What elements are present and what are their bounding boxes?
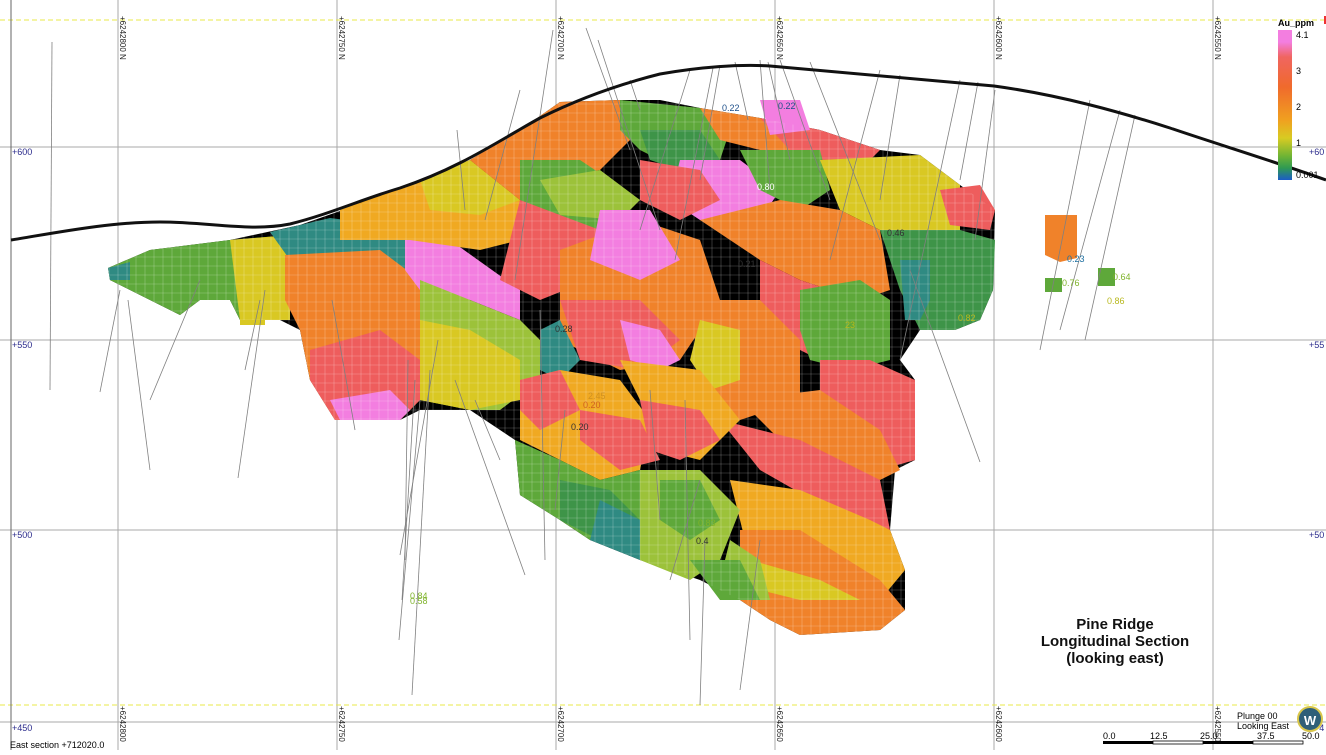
topography-line [10, 63, 1326, 242]
northing-label: +6242550 N [1213, 16, 1222, 60]
northing-label: +6242700 N [556, 16, 565, 60]
assay-label: 0.21 [738, 259, 756, 269]
northing-label: +6242700 [556, 706, 565, 742]
title-line: (looking east) [1066, 650, 1164, 667]
legend-tick: 2 [1296, 102, 1302, 112]
assay-label: 0.20 [571, 422, 589, 432]
elevation-label: +500 [12, 530, 32, 540]
assay-label: 0.20 [583, 400, 601, 410]
legend-color-ramp [1278, 30, 1292, 180]
legend-tick: 3 [1296, 66, 1302, 76]
title-line: Pine Ridge [1076, 616, 1154, 633]
legend-tick: 0.001 [1296, 170, 1319, 180]
assay-label: 0.23 [1067, 254, 1085, 264]
scale-bar: 0.0 12.5 25.0 37.5 50.0 [1103, 731, 1320, 745]
section-title: Pine Ridge Longitudinal Section (looking… [1040, 616, 1190, 667]
assay-label: 0.22 [778, 101, 796, 111]
section-label: East section +712020.0 [10, 740, 105, 750]
assay-label: 0.82 [958, 313, 976, 323]
assay-label: 0.22 [722, 103, 740, 113]
scale-label: 0.0 [1103, 731, 1116, 741]
northing-label: +6242800 [118, 706, 127, 742]
elevation-label: +60 [1309, 147, 1324, 157]
drillholes [49, 27, 1136, 706]
au-legend[interactable]: Au_ppm 4.1 3 2 1 0.001 [1276, 16, 1326, 183]
assay-label: 2.45 [588, 391, 606, 401]
assay-labels: 0.22 0.22 0.21 0.46 0.23 0.64 0.76 0.86 … [410, 101, 1131, 606]
looking-text: Looking East [1237, 721, 1290, 731]
scale-label: 12.5 [1150, 731, 1168, 741]
elevation-label: +600 [12, 147, 32, 157]
northing-label: +6242750 N [337, 16, 346, 60]
view-orientation: Plunge 00 Looking East [1237, 711, 1289, 731]
assay-label: 0.46 [887, 228, 905, 238]
block-grid [108, 100, 995, 635]
elevation-label: +55 [1309, 340, 1324, 350]
block-model [108, 100, 1115, 635]
close-icon[interactable] [1324, 16, 1326, 24]
northing-label: +6242550 [1213, 706, 1222, 742]
scale-label: 25.0 [1200, 731, 1218, 741]
legend-tick: 4.1 [1296, 30, 1309, 40]
title-line: Longitudinal Section [1040, 633, 1190, 650]
northing-label: +6242750 [337, 706, 346, 742]
legend-title: Au_ppm [1278, 18, 1314, 28]
assay-label: 0.4 [696, 536, 709, 546]
northing-labels-top: +6242800 N +6242750 N +6242700 N +624265… [118, 16, 1222, 60]
assay-label: 0.76 [1062, 278, 1080, 288]
scale-label: 50.0 [1302, 731, 1320, 741]
elevation-label: +50 [1309, 530, 1324, 540]
assay-label: 0.84 [410, 591, 428, 601]
elevation-labels-right: +60 +55 +50 +4 [1309, 147, 1324, 733]
elevation-label: +550 [12, 340, 32, 350]
company-logo: W [1297, 706, 1323, 732]
northing-label: +6242800 N [118, 16, 127, 60]
assay-label: 23 [845, 320, 855, 330]
assay-label: 0.58 [410, 596, 428, 606]
northing-label: +6242600 N [994, 16, 1003, 60]
assay-label: 0.28 [555, 324, 573, 334]
scale-label: 37.5 [1257, 731, 1275, 741]
northing-labels-bottom: +6242800 +6242750 +6242700 +6242650 +624… [118, 706, 1222, 742]
northing-label: +6242650 N [775, 16, 784, 60]
elevation-labels-left: +600 +550 +500 +450 [12, 147, 32, 733]
assay-label: 0.83 [698, 518, 716, 528]
section-limits [0, 19, 1326, 706]
legend-tick: 1 [1296, 138, 1302, 148]
elevation-label: +450 [12, 723, 32, 733]
northing-label: +6242600 [994, 706, 1003, 742]
assay-label: 0.80 [757, 182, 775, 192]
assay-label: 0.64 [1113, 272, 1131, 282]
plunge-text: Plunge 00 [1237, 711, 1278, 721]
assay-label: 0.86 [1107, 296, 1125, 306]
northing-label: +6242650 [775, 706, 784, 742]
